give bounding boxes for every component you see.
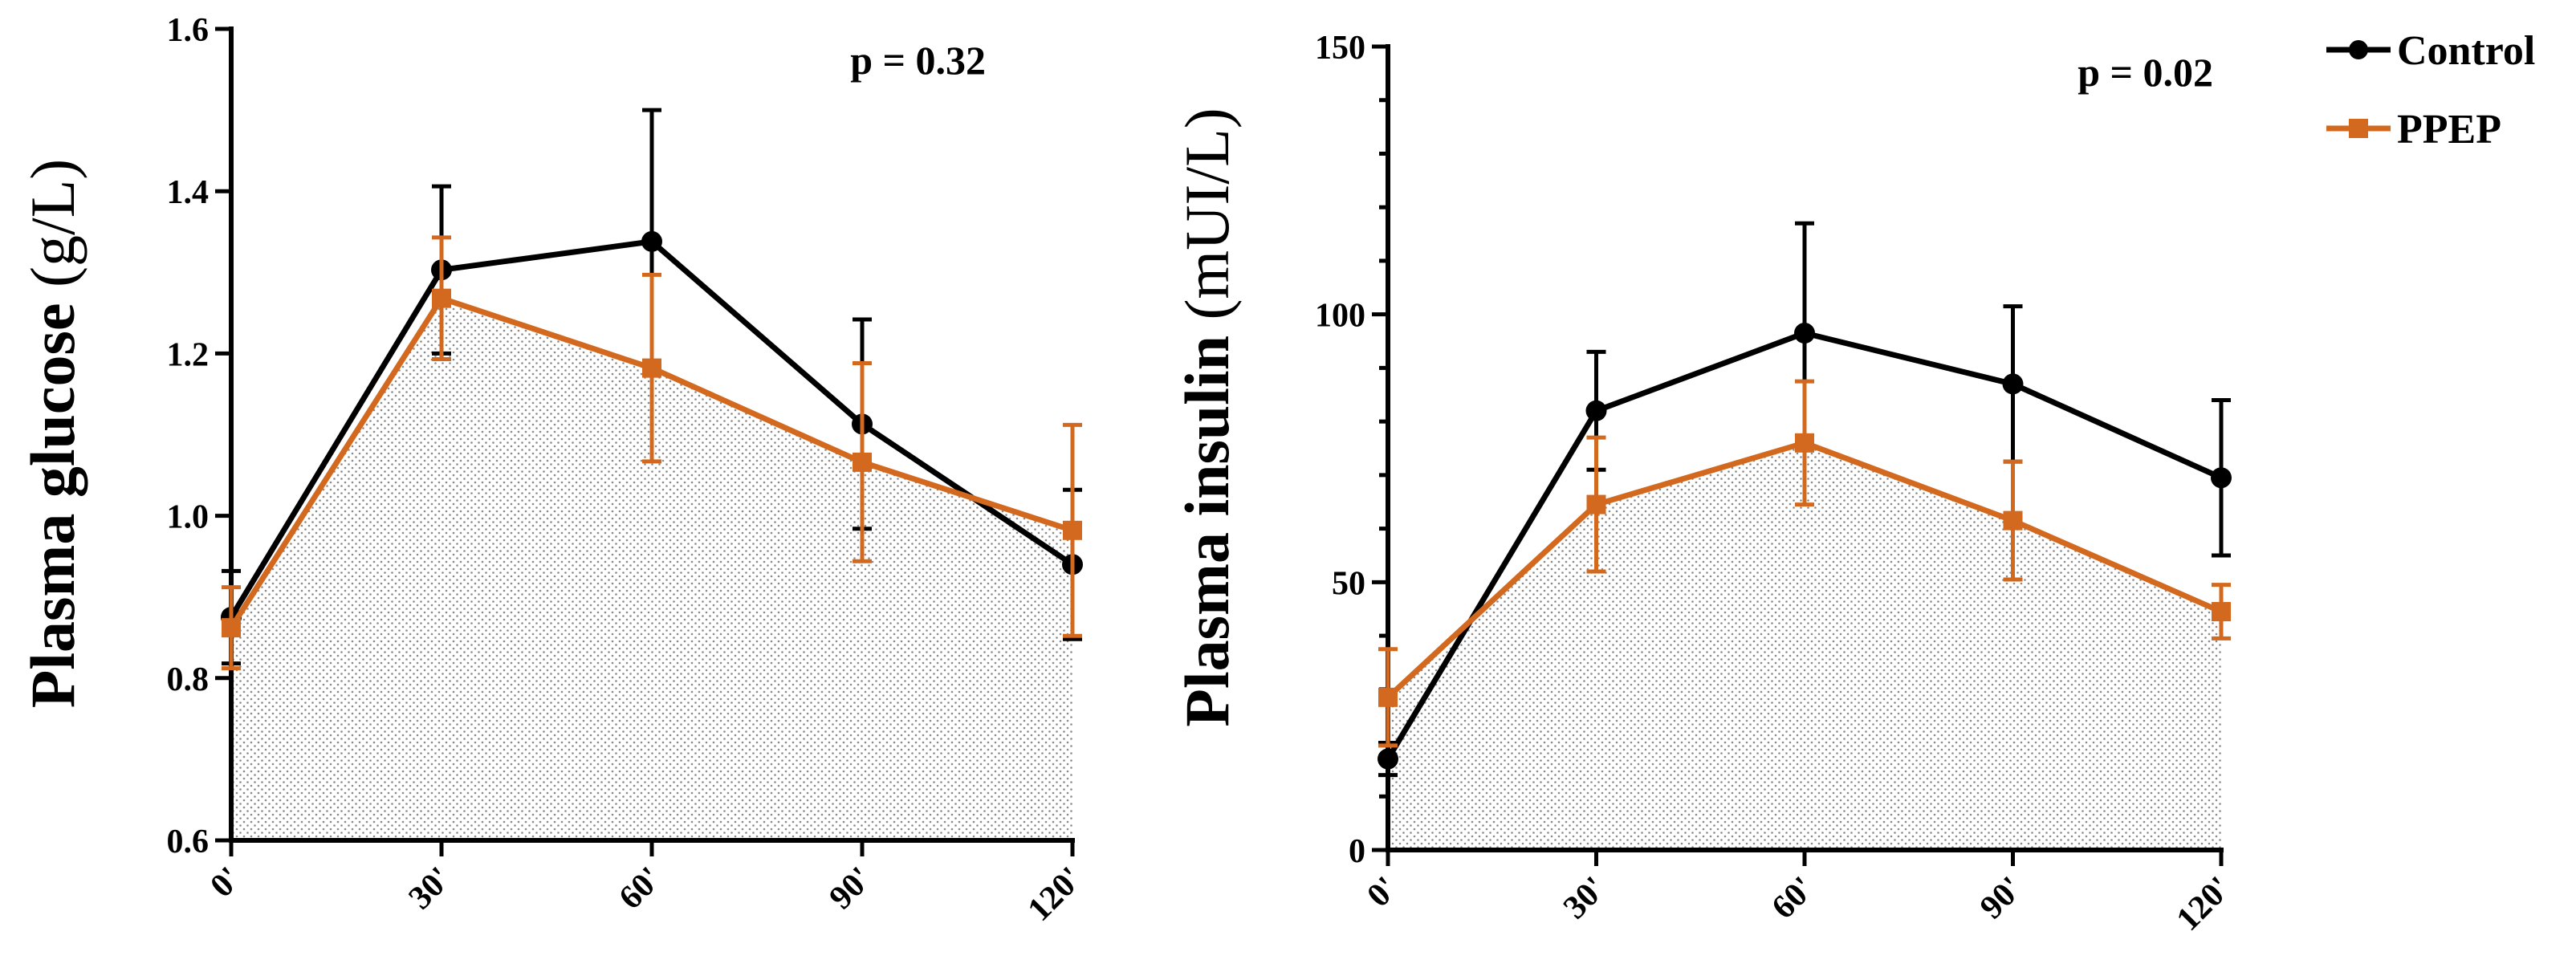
insulin-chart: 0 50 100 150 0' 30' 60' 90' 120' Plasma insulin (… [1172, 30, 2238, 938]
glucose-ppep-point [642, 358, 661, 378]
insulin-x-tick-label: 0' [1360, 870, 1405, 915]
insulin-y-tick-label: 150 [1315, 30, 1365, 67]
glucose-chart: 0.6 0.8 1.0 1.2 1.4 1.6 0' 30' 60' 90' 120' Plasma … [18, 12, 1089, 929]
insulin-y-axis-label: Plasma insulin (mUI/L) [1172, 108, 1242, 726]
legend-item-control: Control [2326, 28, 2535, 74]
glucose-x-tick-label: 60' [612, 860, 669, 917]
insulin-control-point [1585, 400, 1607, 421]
legend-ppep-marker-icon [2349, 119, 2368, 138]
insulin-ppep-point [2212, 602, 2231, 622]
insulin-y-axis-label-unit: (mUI/L) [1172, 108, 1242, 319]
glucose-x-tick-label: 30' [402, 860, 458, 917]
insulin-p-value: p = 0.02 [2077, 50, 2213, 95]
insulin-x-tick-label: 60' [1765, 870, 1821, 926]
glucose-series-ppep [222, 235, 1082, 671]
legend-control-label: Control [2397, 28, 2535, 74]
insulin-x-tick-label: 90' [1973, 870, 2029, 926]
glucose-ppep-point [853, 452, 872, 472]
glucose-ppep-point [222, 618, 241, 638]
glucose-y-axis-label-bold: Plasma glucose [18, 287, 87, 708]
legend: Control PPEP [2326, 28, 2535, 153]
glucose-y-tick-label: 1.2 [167, 336, 210, 373]
glucose-y-tick-label: 1.6 [167, 12, 210, 49]
glucose-x-tick-label: 90' [823, 860, 879, 917]
legend-control-marker-icon [2349, 40, 2368, 59]
glucose-y-tick-label: 0.6 [167, 824, 210, 860]
glucose-y-tick-label: 1.4 [167, 174, 210, 211]
insulin-x-tick-label: 120' [2170, 870, 2238, 938]
insulin-y-axis-label-bold: Plasma insulin [1172, 320, 1242, 727]
glucose-x-tick-label: 120' [1021, 860, 1089, 929]
glucose-ppep-point [432, 288, 451, 308]
insulin-x-tick-label: 30' [1557, 870, 1613, 926]
glucose-p-value: p = 0.32 [850, 38, 986, 83]
glucose-x-tick-label: 0' [203, 860, 248, 905]
insulin-control-point [2002, 373, 2024, 395]
glucose-control-point [641, 230, 662, 252]
legend-item-ppep: PPEP [2326, 107, 2501, 153]
insulin-control-point [1794, 323, 1815, 344]
insulin-y-tick-label: 50 [1332, 565, 1365, 602]
insulin-series-ppep [1378, 379, 2231, 748]
insulin-ppep-point [1795, 433, 1814, 453]
glucose-ppep-point [1063, 520, 1082, 540]
insulin-y-tick-label: 100 [1315, 298, 1365, 335]
glucose-y-axis-label: Plasma glucose (g/L) [18, 159, 87, 709]
insulin-control-point [2211, 467, 2232, 489]
glucose-y-tick-label: 0.8 [167, 661, 210, 698]
insulin-control-point [1378, 748, 1398, 770]
glucose-y-tick-label: 1.0 [167, 499, 210, 536]
legend-ppep-label: PPEP [2397, 107, 2501, 153]
glucose-shaded-area [231, 298, 1072, 841]
insulin-ppep-point [2003, 510, 2023, 531]
insulin-ppep-point [1586, 494, 1606, 514]
glucose-y-axis-label-unit: (g/L) [18, 159, 87, 287]
insulin-ppep-point [1378, 687, 1398, 707]
insulin-y-tick-label: 0 [1349, 833, 1365, 870]
